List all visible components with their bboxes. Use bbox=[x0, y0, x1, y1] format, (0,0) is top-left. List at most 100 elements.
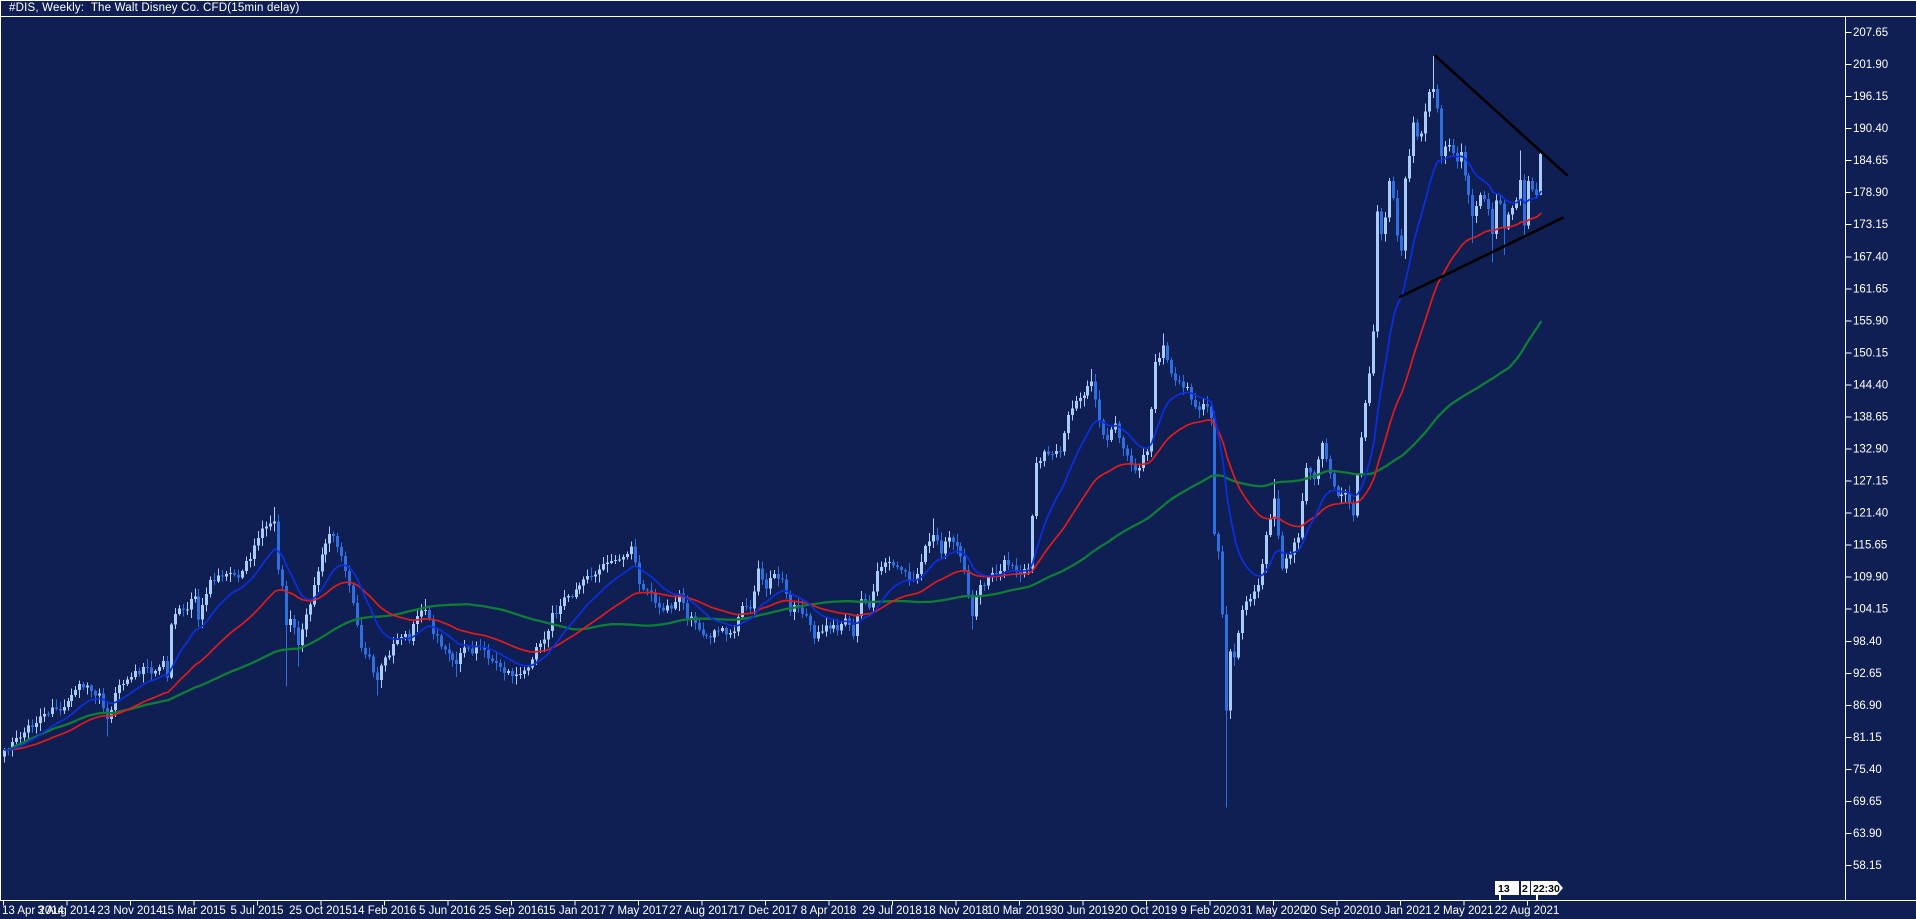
candle-body bbox=[832, 625, 835, 629]
candle-body bbox=[356, 602, 359, 625]
date-tick-label: 3 Aug 2014 bbox=[37, 905, 96, 917]
candle-body bbox=[352, 585, 355, 603]
candle-body bbox=[610, 561, 613, 563]
price-tick-label: 173.15 bbox=[1853, 219, 1888, 231]
candle-body bbox=[368, 654, 371, 657]
candle-body bbox=[1075, 401, 1078, 409]
date-tick-label: 5 Jun 2016 bbox=[419, 905, 476, 917]
candle-body bbox=[920, 562, 923, 574]
candle-body bbox=[1372, 331, 1375, 374]
time-tag-2230[interactable] bbox=[1531, 881, 1563, 895]
candle-body bbox=[642, 583, 645, 590]
candle-body bbox=[1428, 91, 1431, 112]
candle-body bbox=[213, 580, 216, 582]
trendline-lower-ascending[interactable] bbox=[1398, 216, 1564, 299]
candle-body bbox=[1186, 387, 1189, 389]
candle-body bbox=[638, 562, 641, 584]
candle-body bbox=[1432, 89, 1435, 92]
candle-body bbox=[963, 556, 966, 570]
candle-body bbox=[1154, 362, 1157, 410]
candle-body bbox=[1094, 381, 1097, 400]
date-tick-label: 30 Jun 2019 bbox=[1051, 905, 1114, 917]
date-tick-label: 20 Oct 2019 bbox=[1115, 905, 1178, 917]
candle-body bbox=[1464, 152, 1467, 176]
ma-fast-line bbox=[4, 155, 1542, 751]
candle-body bbox=[19, 737, 22, 739]
time-tag-2[interactable] bbox=[1521, 881, 1530, 895]
candle-body bbox=[666, 605, 669, 611]
date-tick-label: 9 Feb 2020 bbox=[1180, 905, 1238, 917]
candle-body bbox=[499, 663, 502, 668]
candle-body bbox=[376, 672, 379, 680]
candle-body bbox=[1003, 560, 1006, 571]
candle-body bbox=[1043, 451, 1046, 462]
candle-body bbox=[455, 659, 458, 665]
candle-body bbox=[805, 613, 808, 616]
candle-body bbox=[364, 648, 367, 655]
candle-body bbox=[170, 624, 173, 678]
candle-body bbox=[1416, 122, 1419, 137]
candle-body bbox=[86, 685, 89, 688]
candle-body bbox=[384, 657, 387, 666]
candle-body bbox=[344, 556, 347, 572]
candle-body bbox=[404, 634, 407, 637]
candle-body bbox=[1333, 473, 1336, 487]
candle-body bbox=[1202, 403, 1205, 410]
candle-body bbox=[289, 619, 292, 626]
candle-body bbox=[523, 670, 526, 675]
time-tag-13[interactable] bbox=[1495, 881, 1519, 895]
candle-body bbox=[551, 612, 554, 631]
candle-body bbox=[777, 573, 780, 579]
candle-body bbox=[852, 625, 855, 636]
date-tick-label: 8 Apr 2018 bbox=[801, 905, 857, 917]
candle-body bbox=[1162, 345, 1165, 358]
candle-body bbox=[507, 671, 510, 674]
price-axis[interactable]: 207.65 201.90 196.15 190.40 184.65 178.90 173.… bbox=[1845, 17, 1889, 901]
candle-body bbox=[586, 575, 589, 580]
date-tick-label: 2 May 2021 bbox=[1433, 905, 1493, 917]
candle-body bbox=[698, 622, 701, 630]
candle-body bbox=[47, 713, 50, 715]
candle-body bbox=[197, 596, 200, 620]
candle-body bbox=[324, 543, 327, 555]
date-tick-label: 10 Jan 2021 bbox=[1368, 905, 1431, 917]
candle-body bbox=[451, 653, 454, 660]
candle-body bbox=[1535, 189, 1538, 195]
price-tick-label: 127.15 bbox=[1853, 476, 1888, 488]
candle-body bbox=[753, 591, 756, 609]
candle-body bbox=[1039, 461, 1042, 463]
candle-body bbox=[1400, 235, 1403, 251]
candle-body bbox=[511, 671, 514, 676]
candle-body bbox=[297, 627, 300, 646]
candle-body bbox=[281, 569, 284, 587]
candle-body bbox=[59, 708, 62, 711]
candle-body bbox=[360, 624, 363, 648]
candle-body bbox=[420, 610, 423, 617]
candle-body bbox=[1507, 214, 1510, 229]
object-time-tags[interactable]: 13 2 22:30 bbox=[1495, 881, 1563, 901]
candle-body bbox=[559, 606, 562, 615]
candle-body bbox=[1067, 415, 1070, 434]
price-tick-label: 92.65 bbox=[1853, 668, 1882, 680]
candle-body bbox=[1253, 591, 1256, 599]
candle-body bbox=[174, 614, 177, 625]
candle-body bbox=[209, 580, 212, 594]
price-tick-label: 81.15 bbox=[1853, 732, 1882, 744]
candle-body bbox=[1063, 433, 1066, 452]
candle-body bbox=[1122, 438, 1125, 449]
candle-body bbox=[1102, 420, 1105, 435]
candle-body bbox=[817, 632, 820, 639]
candle-body bbox=[217, 575, 220, 582]
candle-body bbox=[487, 650, 490, 659]
price-tick-label: 98.40 bbox=[1853, 636, 1882, 648]
candle-body bbox=[626, 553, 629, 558]
candle-body bbox=[328, 533, 331, 544]
candle-body bbox=[412, 623, 415, 641]
candle-body bbox=[1019, 572, 1022, 574]
candle-body bbox=[908, 571, 911, 580]
trendline-upper-descending[interactable] bbox=[1434, 54, 1568, 177]
candle-body bbox=[1225, 614, 1228, 711]
